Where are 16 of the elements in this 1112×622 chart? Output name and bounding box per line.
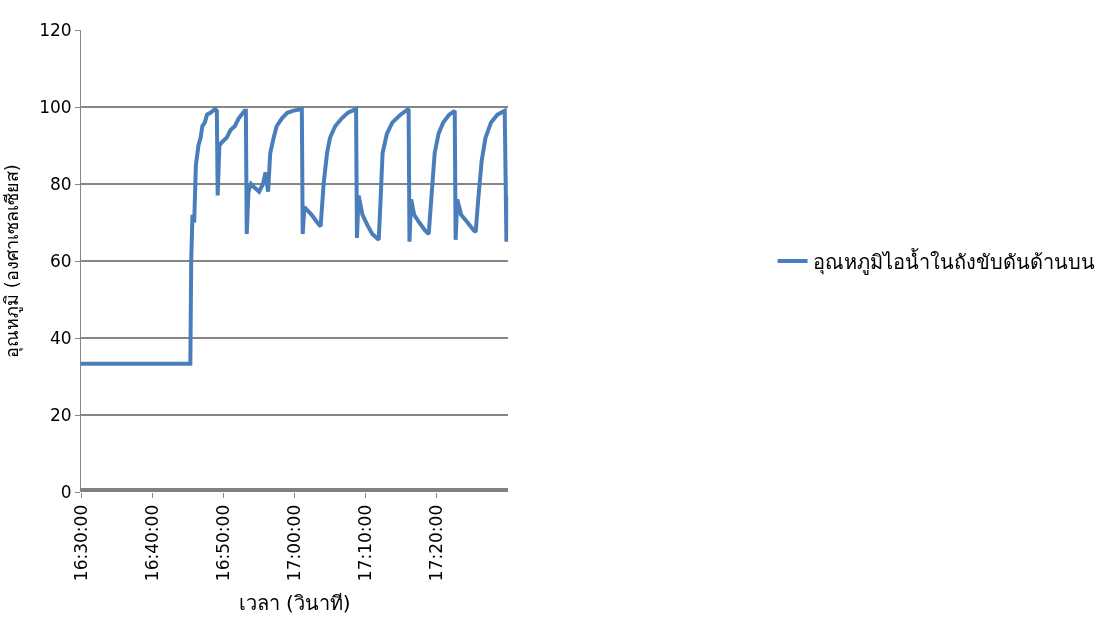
x-axis-title: เวลา (วินาที) <box>238 590 351 615</box>
y-tick-label: 0 <box>60 481 72 502</box>
x-tick-label: 16:30:00 <box>70 504 91 582</box>
x-tick-label: 17:00:00 <box>284 504 305 582</box>
y-tick-label: 40 <box>49 327 72 348</box>
y-axis-title: อุณหภูมิ (องศาเซลเซียส) <box>1 164 24 358</box>
y-tick-label: 120 <box>39 19 72 40</box>
y-tick-label: 60 <box>49 250 72 271</box>
x-tick-label: 17:10:00 <box>355 504 376 582</box>
y-tick-label: 100 <box>39 96 72 117</box>
x-tick-label: 16:50:00 <box>212 504 233 582</box>
x-tick-label: 16:40:00 <box>141 504 162 582</box>
y-tick-label: 80 <box>49 173 72 194</box>
y-tick-label: 20 <box>49 404 72 425</box>
x-tick-label: 17:20:00 <box>426 504 447 582</box>
legend-label: อุณหภูมิไอน้ำในถังขับดันด้านบน <box>812 247 1095 275</box>
